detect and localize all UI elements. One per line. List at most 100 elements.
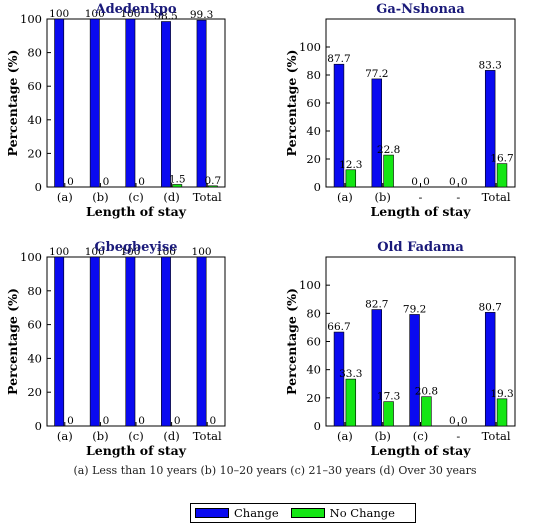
legend-item-change: Change: [191, 506, 279, 520]
y-tick-label-1-1: 20: [306, 152, 321, 166]
bar-change-1-4: [484, 70, 496, 188]
x-tick-label-1-2: -: [419, 190, 423, 204]
x-tick-label-3-4: Total: [482, 429, 511, 443]
data-label-change-3-3: 0: [449, 415, 456, 427]
y-tick-label-3-5: 100: [299, 278, 321, 292]
data-label-no-change-3-4: 19.3: [490, 388, 513, 400]
bar-change-0-3: [161, 21, 171, 188]
data-label-no-change-2-3: 0: [174, 415, 181, 427]
y-tick-label-3-2: 40: [306, 363, 321, 377]
x-tick-label-2-2: (c): [128, 429, 143, 443]
bar-change-1-1: [371, 78, 383, 188]
x-axis-label-2: Length of stay: [86, 443, 187, 458]
bar-change-3-4: [484, 312, 496, 427]
bar-change-2-2: [125, 256, 136, 427]
y-tick-label-3-4: 80: [306, 306, 321, 320]
y-tick-label-1-0: 0: [314, 180, 321, 194]
bar-change-3-1: [371, 309, 383, 427]
data-label-change-2-4: 100: [192, 246, 212, 258]
y-tick-label-0-2: 40: [27, 113, 42, 127]
data-label-change-1-0: 87.7: [327, 53, 350, 65]
y-tick-label-3-0: 0: [314, 419, 321, 433]
data-label-no-change-3-0: 33.3: [339, 368, 362, 380]
data-label-change-3-0: 66.7: [327, 321, 350, 333]
x-axis-label-1: Length of stay: [370, 204, 471, 219]
x-tick-label-2-4: Total: [193, 429, 222, 443]
bar-no-change-1-4: [496, 163, 508, 188]
data-label-no-change-2-4: 0: [209, 415, 216, 427]
y-tick-label-1-5: 100: [299, 40, 321, 54]
plot-frame-3: [325, 256, 516, 427]
legend-item-no-change: No Change: [287, 506, 395, 520]
data-label-change-2-3: 100: [156, 246, 176, 258]
y-tick-label-0-3: 60: [27, 79, 42, 93]
x-tick-label-1-0: (a): [337, 190, 353, 204]
y-axis-label-0: Percentage (%): [5, 50, 20, 157]
data-label-change-2-1: 100: [85, 246, 105, 258]
y-tick-label-2-0: 0: [35, 419, 42, 433]
data-label-change-2-0: 100: [49, 246, 69, 258]
data-label-no-change-1-4: 16.7: [490, 153, 513, 165]
x-axis-label-3: Length of stay: [370, 443, 471, 458]
bar-no-change-0-4: [207, 185, 218, 188]
y-tick-label-3-1: 20: [306, 391, 321, 405]
x-tick-label-3-3: -: [456, 429, 460, 443]
y-tick-label-2-4: 80: [27, 284, 42, 298]
y-tick-label-0-1: 20: [27, 146, 42, 160]
x-tick-label-1-4: Total: [482, 190, 511, 204]
bar-no-change-1-0: [345, 169, 357, 188]
x-tick-label-1-3: -: [456, 190, 460, 204]
bar-change-3-0: [333, 331, 345, 427]
bar-change-2-0: [54, 256, 65, 427]
panel-title-2: Gbegbeyise: [95, 240, 178, 255]
x-tick-label-1-1: (b): [375, 190, 391, 204]
x-tick-label-2-0: (a): [57, 429, 73, 443]
y-tick-label-0-5: 100: [20, 12, 42, 26]
data-label-no-change-3-3: 0: [461, 415, 468, 427]
x-tick-label-3-1: (b): [375, 429, 391, 443]
legend-swatch-change: [195, 508, 229, 518]
x-tick-label-0-2: (c): [128, 190, 143, 204]
data-label-no-change-2-0: 0: [67, 415, 74, 427]
legend-label-no-change: No Change: [329, 506, 395, 520]
legend: Change No Change: [190, 503, 416, 523]
bar-no-change-1-1: [383, 154, 394, 188]
data-label-no-change-0-4: 0.7: [204, 175, 221, 187]
data-label-no-change-3-2: 20.8: [415, 386, 438, 398]
x-tick-label-2-1: (b): [92, 429, 108, 443]
data-label-no-change-1-2: 0: [423, 176, 430, 188]
data-label-change-0-0: 100: [49, 8, 69, 20]
y-tick-label-2-2: 40: [27, 351, 42, 365]
y-tick-label-2-5: 100: [20, 250, 42, 264]
data-label-change-2-2: 100: [120, 246, 140, 258]
y-tick-label-0-0: 0: [35, 180, 42, 194]
figure-canvas: 0 20 40 60 80 100 (a) (b) (c) (d) Total 100 100 100 98…: [5, 2, 516, 458]
bar-change-0-0: [54, 18, 65, 188]
y-axis-label-2: Percentage (%): [5, 288, 20, 395]
data-label-no-change-0-3: 1.5: [169, 173, 186, 185]
panel-title-1: Ga-Nshonaa: [376, 2, 465, 17]
category-footnote: (a) Less than 10 years (b) 10–20 years (…: [73, 464, 477, 477]
y-tick-label-0-4: 80: [27, 46, 42, 60]
bar-change-1-0: [333, 63, 345, 188]
y-tick-label-2-1: 20: [27, 385, 42, 399]
bar-change-2-1: [89, 256, 100, 427]
x-tick-label-3-2: (c): [413, 429, 428, 443]
data-label-change-3-4: 80.7: [478, 301, 501, 313]
data-label-no-change-2-2: 0: [138, 415, 145, 427]
legend-label-change: Change: [234, 506, 279, 520]
panel-title-0: Adedenkpo: [94, 2, 176, 17]
data-label-change-3-1: 82.7: [365, 299, 388, 311]
data-label-change-0-1: 100: [85, 8, 105, 20]
bar-change-0-2: [125, 18, 136, 188]
bar-change-2-3: [161, 256, 171, 427]
data-label-change-1-4: 83.3: [478, 59, 501, 71]
y-tick-label-3-3: 60: [306, 335, 321, 349]
data-label-change-0-3: 98.5: [154, 11, 177, 23]
data-label-no-change-3-1: 17.3: [377, 391, 400, 403]
legend-swatch-no-change: [290, 508, 325, 518]
data-label-change-0-4: 99.3: [190, 9, 213, 21]
x-tick-label-0-0: (a): [57, 190, 73, 204]
bar-change-0-4: [196, 19, 207, 188]
bar-change-2-4: [196, 256, 207, 427]
